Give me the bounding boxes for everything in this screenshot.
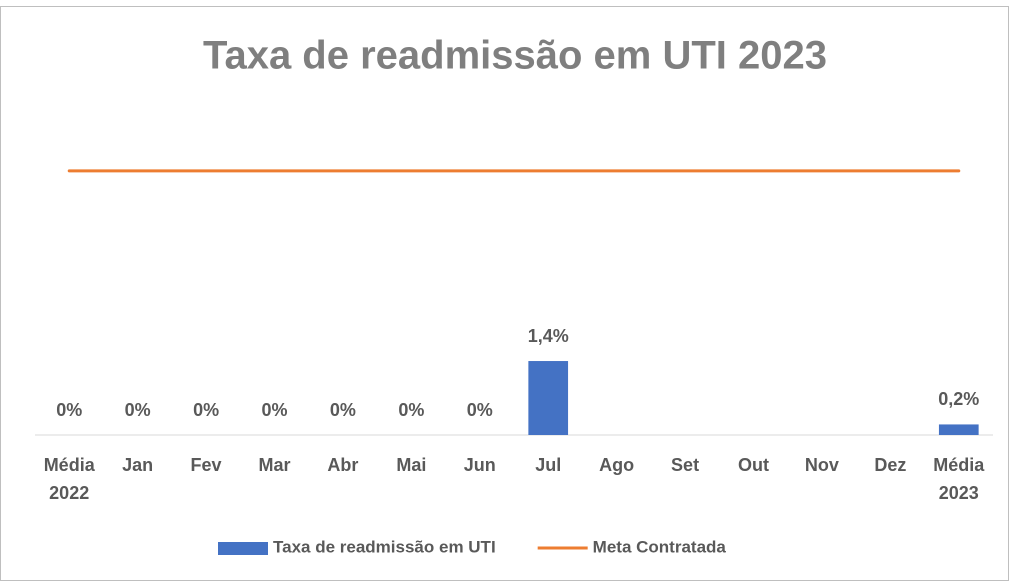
x-tick-label: Dez <box>874 455 907 475</box>
chart-border <box>0 6 1009 581</box>
x-tick-label: Jul <box>535 455 562 475</box>
legend-label: Meta Contratada <box>593 537 727 556</box>
bar <box>528 361 569 435</box>
data-label: 1,4% <box>528 326 569 346</box>
data-label: 0% <box>193 400 219 420</box>
data-label: 0% <box>398 400 424 420</box>
x-tick-label: Média 2022 <box>43 455 95 503</box>
x-tick-label: Jan <box>122 455 154 475</box>
x-tick-label: Jun <box>463 455 496 475</box>
x-tick-label: Fev <box>190 455 222 475</box>
legend-swatch <box>218 542 268 555</box>
bar <box>938 424 979 435</box>
data-label: 0% <box>56 400 82 420</box>
data-label: 0% <box>330 400 356 420</box>
data-label: 0% <box>261 400 287 420</box>
x-tick-label: Média 2023 <box>933 455 985 503</box>
x-tick-label: Mar <box>258 455 291 475</box>
x-tick-label: Nov <box>804 455 839 475</box>
data-label: 0% <box>125 400 151 420</box>
x-tick-label: Ago <box>599 455 635 475</box>
x-tick-label: Set <box>671 455 700 475</box>
x-tick-label: Mai <box>396 455 427 475</box>
data-label: 0% <box>467 400 493 420</box>
data-label: 0,2% <box>938 389 979 409</box>
x-tick-label: Abr <box>327 455 359 475</box>
legend-label: Taxa de readmissão em UTI <box>273 537 496 556</box>
chart-title: Taxa de readmissão em UTI 2023 <box>203 34 827 78</box>
x-tick-label: Out <box>738 455 769 475</box>
